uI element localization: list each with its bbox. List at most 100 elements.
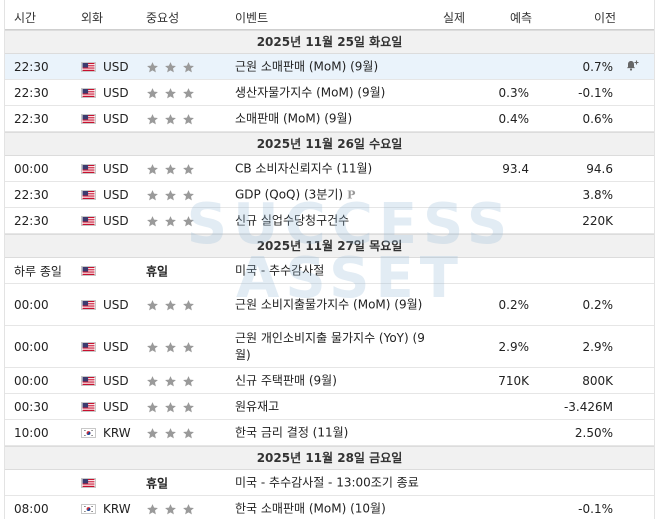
previous-value: 0.2% [582,297,614,312]
importance-rating [146,374,200,388]
event-name-text: 한국 소매판매 (MoM) (10월) [235,501,386,515]
header-forecast[interactable]: 예측 [510,11,533,25]
event-name[interactable]: 원유재고 [235,398,425,415]
event-name[interactable]: GDP (QoQ) (3분기) P [235,186,425,203]
economic-calendar-table: 시간 외화 중요성 이벤트 실제 예측 이전 2025년 11월 25일 화요일… [4,0,655,519]
header-currency[interactable]: 외화 [81,11,104,25]
event-time: 00:00 [14,339,49,354]
currency-code: USD [103,85,129,100]
event-time: 22:30 [14,111,49,126]
alert-bell-icon[interactable] [626,59,640,74]
importance-star-icon [146,163,159,176]
date-separator: 2025년 11월 26일 수요일 [5,132,654,156]
event-time: 00:00 [14,373,49,388]
event-name[interactable]: 소매판매 (MoM) (9월) [235,110,425,127]
event-time: 하루 종일 [14,264,62,278]
table-header: 시간 외화 중요성 이벤트 실제 예측 이전 [5,0,654,30]
importance-star-icon [182,401,195,414]
event-name[interactable]: 한국 소매판매 (MoM) (10월) [235,500,425,517]
event-name[interactable]: 근원 소매판매 (MoM) (9월) [235,58,425,75]
event-name[interactable]: CB 소비자신뢰지수 (11월) [235,160,425,177]
event-name-text: 생산자물가지수 (MoM) (9월) [235,85,386,99]
importance-star-icon [146,341,159,354]
table-row[interactable]: 22:30 USD GDP (QoQ) (3분기) P 3.8% [5,182,654,208]
date-separator: 2025년 11월 28일 금요일 [5,446,654,470]
header-previous[interactable]: 이전 [594,11,617,25]
previous-value: 220K [582,213,613,228]
currency-code: USD [103,161,129,176]
table-row[interactable]: 휴일 미국 - 추수감사절 - 13:00조기 종료 [5,470,654,496]
us-flag-icon [81,113,96,124]
us-flag-icon [81,401,96,412]
forecast-value: 0.2% [498,297,530,312]
table-row[interactable]: 22:30 USD 근원 소매판매 (MoM) (9월) 0.7% [5,54,654,80]
event-name[interactable]: 근원 소비지출물가지수 (MoM) (9월) [235,296,425,313]
kr-flag-icon [81,503,96,514]
header-actual[interactable]: 실제 [443,11,466,25]
table-row[interactable]: 00:00 USD 근원 개인소비지출 물가지수 (YoY) (9월) 2.9% 2.9… [5,326,654,368]
event-name-text: CB 소비자신뢰지수 (11월) [235,161,373,175]
importance-rating [146,214,200,228]
holiday-label: 휴일 [146,264,169,278]
importance-star-icon [164,61,177,74]
us-flag-icon [81,87,96,98]
event-name[interactable]: 생산자물가지수 (MoM) (9월) [235,84,425,101]
importance-star-icon [182,215,195,228]
currency-code: KRW [103,501,131,516]
currency-code: USD [103,111,129,126]
importance-star-icon [182,61,195,74]
table-row[interactable]: 22:30 USD 소매판매 (MoM) (9월) 0.4% 0.6% [5,106,654,132]
preliminary-icon: P [347,188,356,201]
event-name[interactable]: 신규 주택판매 (9월) [235,372,425,389]
importance-star-icon [146,87,159,100]
header-time[interactable]: 시간 [14,11,37,25]
us-flag-icon [81,215,96,226]
forecast-value: 710K [498,373,529,388]
header-event[interactable]: 이벤트 [235,11,269,25]
event-time: 10:00 [14,425,49,440]
table-row[interactable]: 22:30 USD 생산자물가지수 (MoM) (9월) 0.3% -0.1% [5,80,654,106]
us-flag-icon [81,265,96,276]
previous-value: 0.7% [582,59,614,74]
forecast-value: 2.9% [498,339,530,354]
holiday-label: 휴일 [146,476,169,490]
importance-star-icon [146,299,159,312]
event-name-text: 신규 주택판매 (9월) [235,373,337,387]
event-time: 08:00 [14,501,49,516]
importance-rating [146,86,200,100]
table-row[interactable]: 00:00 USD CB 소비자신뢰지수 (11월) 93.4 94.6 [5,156,654,182]
table-row[interactable]: 10:00 KRW 한국 금리 결정 (11월) 2.50% [5,420,654,446]
importance-rating [146,188,200,202]
previous-value: 2.50% [574,425,613,440]
table-row[interactable]: 00:30 USD 원유재고 -3.426M [5,394,654,420]
importance-star-icon [164,87,177,100]
importance-rating [146,502,200,516]
importance-star-icon [146,189,159,202]
importance-star-icon [182,341,195,354]
event-name-text: 미국 - 추수감사절 [235,263,325,277]
table-row[interactable]: 00:00 USD 근원 소비지출물가지수 (MoM) (9월) 0.2% 0.2% [5,284,654,326]
event-name[interactable]: 미국 - 추수감사절 - 13:00조기 종료 [235,474,425,491]
header-importance[interactable]: 중요성 [146,11,180,25]
table-row[interactable]: 하루 종일 휴일 미국 - 추수감사절 [5,258,654,284]
event-name[interactable]: 근원 개인소비지출 물가지수 (YoY) (9월) [235,330,425,364]
event-name[interactable]: 한국 금리 결정 (11월) [235,424,425,441]
currency-code: USD [103,59,129,74]
event-name-text: 근원 개인소비지출 물가지수 (YoY) (9월) [235,330,425,362]
event-name[interactable]: 미국 - 추수감사절 [235,262,425,279]
table-row[interactable]: 00:00 USD 신규 주택판매 (9월) 710K 800K [5,368,654,394]
importance-star-icon [182,87,195,100]
importance-rating [146,426,200,440]
event-name[interactable]: 신규 실업수당청구건수 [235,212,425,229]
table-row[interactable]: 08:00 KRW 한국 소매판매 (MoM) (10월) -0.1% [5,496,654,519]
event-name-text: 미국 - 추수감사절 - 13:00조기 종료 [235,475,419,489]
importance-star-icon [182,299,195,312]
importance-rating [146,112,200,126]
importance-star-icon [164,341,177,354]
importance-star-icon [146,113,159,126]
currency-code: USD [103,297,129,312]
table-row[interactable]: 22:30 USD 신규 실업수당청구건수 220K [5,208,654,234]
event-name-text: 원유재고 [235,399,280,413]
us-flag-icon [81,477,96,488]
event-name-text: 근원 소매판매 (MoM) (9월) [235,59,379,73]
